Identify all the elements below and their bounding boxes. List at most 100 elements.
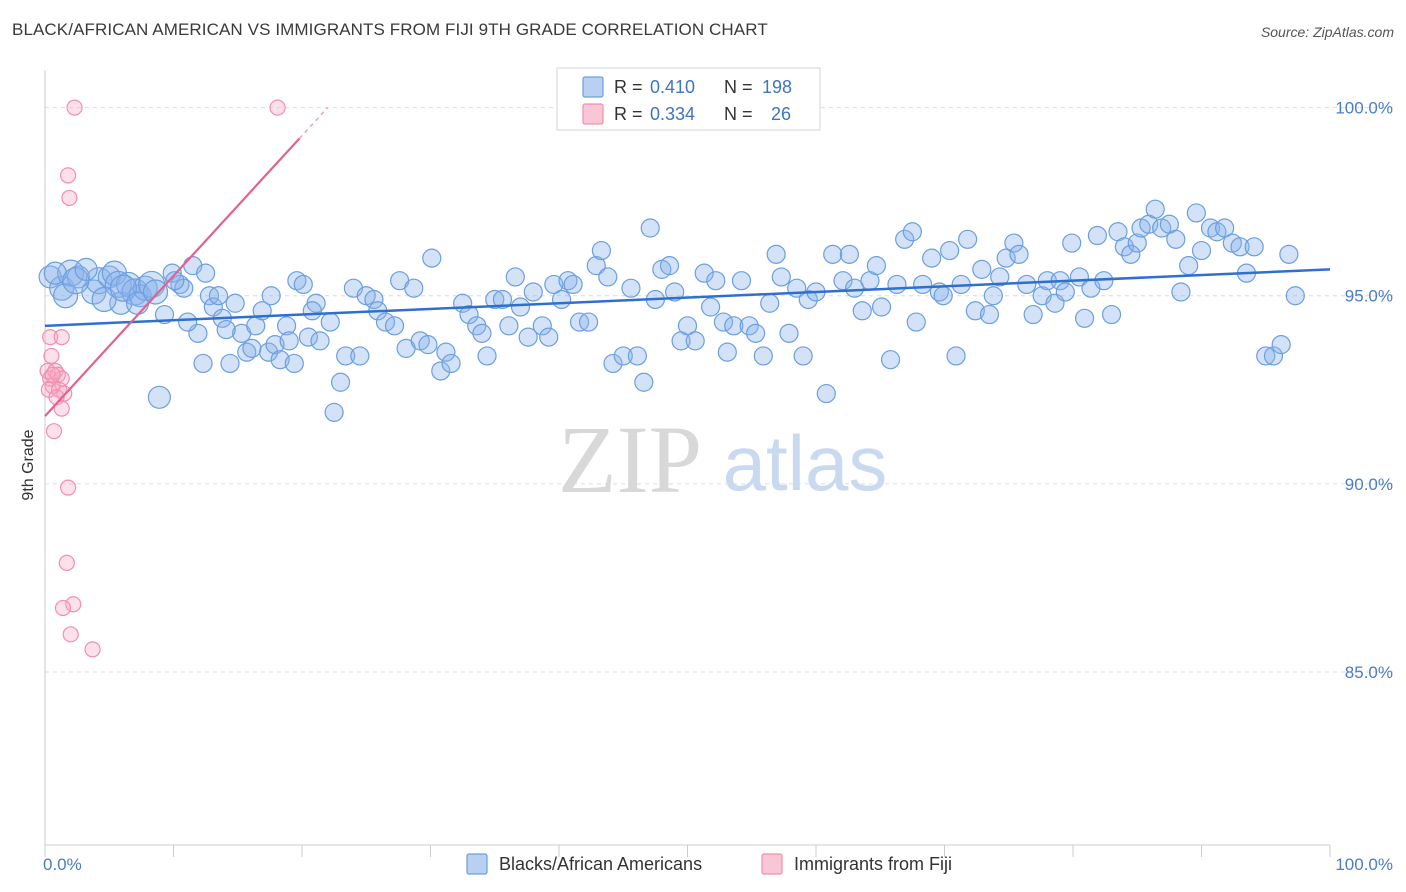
grid-lines xyxy=(45,107,1393,673)
legend-r-value-pink: 0.334 xyxy=(650,104,695,124)
point-blacks xyxy=(694,263,714,283)
legend-r-value-blue: 0.410 xyxy=(650,77,695,97)
point-blacks xyxy=(523,282,543,302)
point-blacks xyxy=(1179,256,1199,276)
point-blacks xyxy=(43,261,67,285)
stats-legend: R = 0.410 N = 198 R = 0.334 N = 26 xyxy=(556,67,821,131)
chart-title: BLACK/AFRICAN AMERICAN VS IMMIGRANTS FRO… xyxy=(12,20,768,39)
point-blacks xyxy=(1191,240,1212,261)
point-blacks xyxy=(701,297,721,317)
point-blacks xyxy=(972,259,992,279)
point-blacks xyxy=(330,372,351,392)
point-blacks xyxy=(766,244,786,264)
point-blacks xyxy=(1285,286,1305,306)
point-blacks xyxy=(739,316,759,336)
point-blacks xyxy=(436,342,456,362)
point-fiji xyxy=(61,189,78,207)
point-blacks xyxy=(627,346,647,366)
point-blacks xyxy=(1256,346,1276,366)
point-blacks xyxy=(621,278,641,298)
x-tick-label-max: 100.0% xyxy=(1335,855,1393,874)
point-blacks xyxy=(1074,308,1095,328)
point-fiji xyxy=(60,479,77,496)
point-blacks xyxy=(142,279,169,305)
point-blacks xyxy=(1055,282,1075,302)
point-blacks xyxy=(940,240,960,261)
point-blacks xyxy=(1121,244,1141,264)
series-legend-label-blue: Blacks/African Americans xyxy=(499,854,702,874)
point-blacks xyxy=(1186,203,1206,223)
point-blacks xyxy=(485,289,505,310)
point-fiji xyxy=(65,596,82,613)
point-blacks xyxy=(162,263,182,283)
series-blacks-points xyxy=(38,199,1305,422)
point-blacks xyxy=(1017,274,1037,295)
point-blacks xyxy=(990,267,1010,287)
point-blacks xyxy=(284,353,304,374)
y-tick-label: 95.0% xyxy=(1345,287,1393,306)
point-fiji xyxy=(269,99,286,116)
point-blacks xyxy=(1271,335,1291,355)
point-blacks xyxy=(613,346,633,366)
point-fiji xyxy=(53,400,70,417)
legend-swatch-pink xyxy=(582,103,604,125)
point-blacks xyxy=(261,286,281,306)
point-blacks xyxy=(1004,233,1024,253)
point-blacks xyxy=(242,338,262,358)
point-blacks xyxy=(731,271,752,291)
point-fiji xyxy=(66,99,83,116)
legend-n-label-pink: N = xyxy=(724,104,753,124)
point-blacks xyxy=(418,335,438,355)
legend-swatch-blue xyxy=(582,76,604,98)
point-blacks xyxy=(505,267,525,287)
point-blacks xyxy=(350,346,370,366)
point-blacks xyxy=(983,286,1003,306)
point-blacks xyxy=(384,316,405,336)
y-tick-label: 85.0% xyxy=(1345,663,1393,682)
point-blacks xyxy=(659,256,680,276)
y-axis-label: 9th Grade xyxy=(20,429,37,500)
series-legend-swatch-blue xyxy=(466,853,488,875)
point-blacks xyxy=(1062,233,1082,253)
point-blacks xyxy=(558,271,578,291)
y-tick-labels: 85.0% 90.0% 95.0% 100.0% xyxy=(1335,99,1393,682)
point-blacks xyxy=(431,361,451,381)
point-blacks xyxy=(532,316,552,336)
point-blacks xyxy=(816,383,836,404)
point-fiji xyxy=(53,329,70,346)
point-blacks xyxy=(746,323,766,343)
point-blacks xyxy=(871,297,892,317)
trend-line-fiji-extension xyxy=(298,107,329,139)
point-fiji xyxy=(42,329,59,346)
point-blacks xyxy=(472,323,492,343)
legend-r-label-blue: R = xyxy=(614,77,643,97)
point-blacks xyxy=(265,335,285,355)
point-blacks xyxy=(946,346,966,366)
point-blacks xyxy=(1263,346,1284,366)
point-blacks xyxy=(1023,304,1043,325)
point-fiji xyxy=(43,347,60,365)
point-blacks xyxy=(852,301,872,321)
point-blacks xyxy=(293,274,313,295)
point-blacks xyxy=(1244,237,1264,257)
point-blacks xyxy=(779,323,799,343)
point-blacks xyxy=(492,289,513,310)
point-blacks xyxy=(760,293,780,313)
point-blacks xyxy=(706,271,726,291)
series-fiji-points xyxy=(39,99,286,658)
point-blacks xyxy=(933,286,953,306)
point-blacks xyxy=(237,342,257,362)
point-blacks xyxy=(404,278,424,298)
point-blacks xyxy=(844,278,865,298)
point-blacks xyxy=(364,289,384,310)
point-blacks xyxy=(717,342,737,362)
y-tick-label: 90.0% xyxy=(1345,475,1393,494)
point-blacks xyxy=(52,283,79,309)
point-blacks xyxy=(866,256,886,276)
point-blacks xyxy=(170,274,190,295)
y-tick-label: 100.0% xyxy=(1335,99,1393,118)
series-legend-label-pink: Immigrants from Fiji xyxy=(794,854,952,874)
point-blacks xyxy=(154,304,175,325)
watermark: ZIP atlas xyxy=(558,406,887,513)
point-blacks xyxy=(586,256,606,276)
